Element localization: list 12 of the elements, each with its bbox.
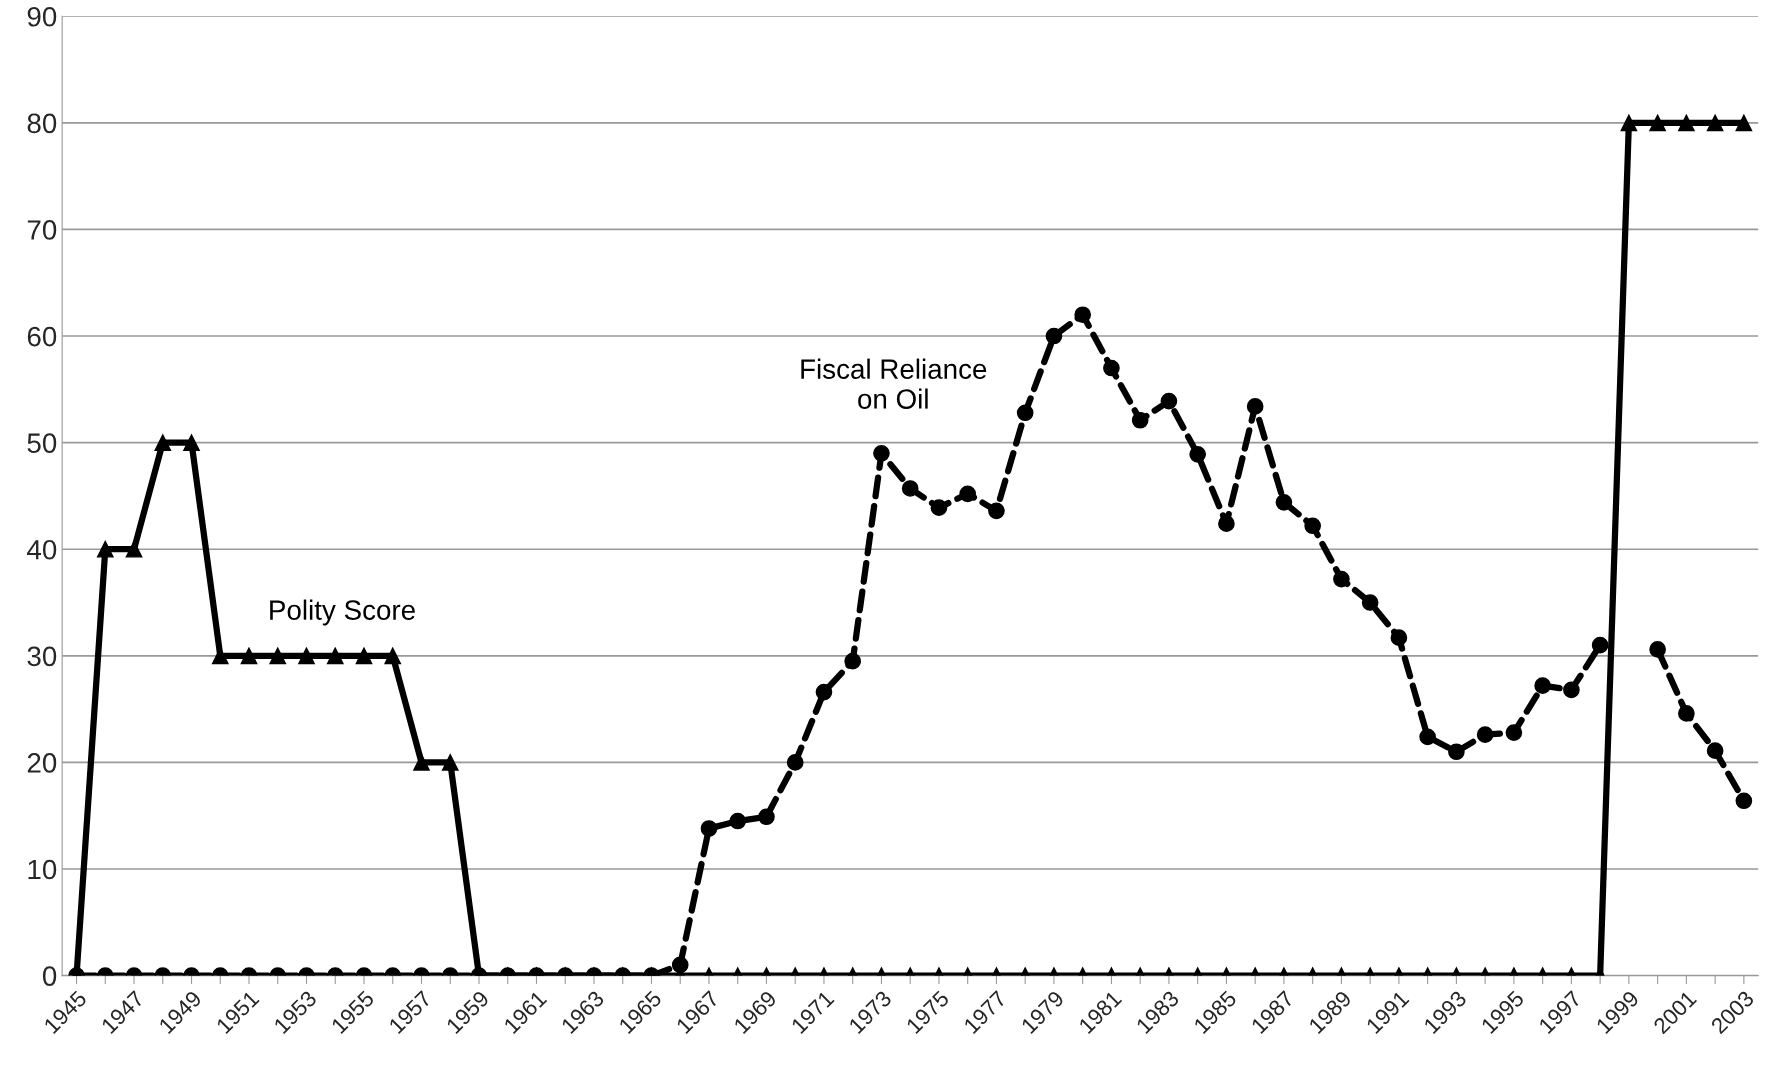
series-label: Fiscal Reliance on Oil	[801, 358, 987, 409]
y-tick-label: 80	[27, 113, 57, 134]
y-tick-label: 50	[27, 433, 57, 453]
y-tick-label: 20	[27, 753, 57, 773]
y-tick-label: 90	[27, 6, 57, 27]
y-tick-label: 10	[28, 859, 57, 880]
y-tick-label: 70	[27, 220, 57, 240]
y-tick-label: 30	[27, 646, 57, 667]
series-label: Polity Score	[270, 599, 415, 626]
y-tick-label: 0	[42, 966, 57, 986]
y-tick-label: 60	[27, 326, 57, 347]
y-tick-label: 40	[27, 539, 57, 560]
